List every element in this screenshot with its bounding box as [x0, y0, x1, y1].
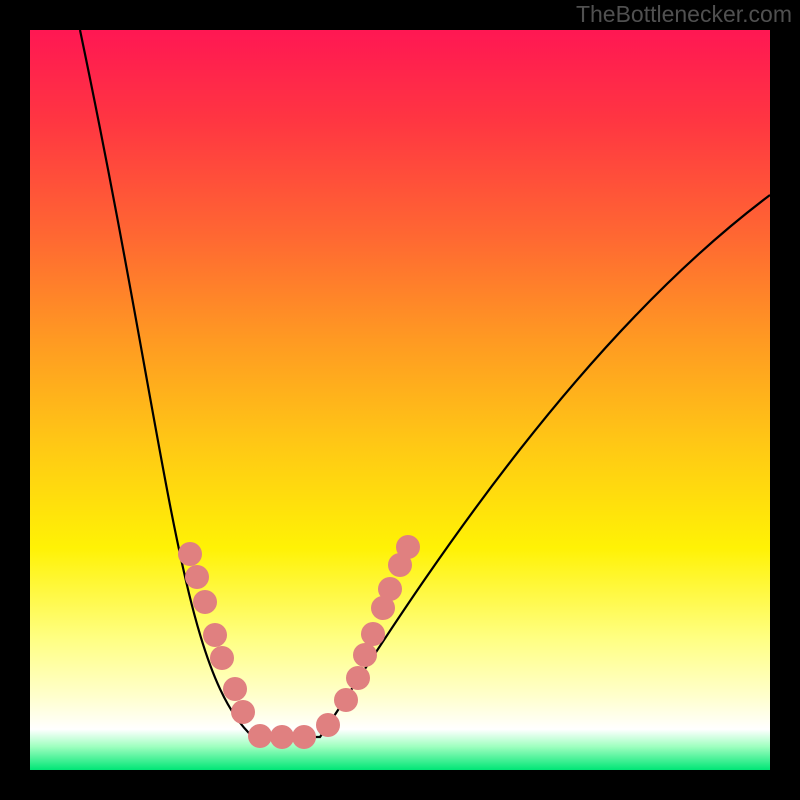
curve-marker — [270, 725, 294, 749]
curve-marker — [223, 677, 247, 701]
curve-marker — [193, 590, 217, 614]
plot-area — [30, 30, 770, 770]
curve-marker — [316, 713, 340, 737]
curve-marker — [378, 577, 402, 601]
chart-frame: TheBottlenecker.com — [0, 0, 800, 800]
curve-marker — [396, 535, 420, 559]
curve-marker — [292, 725, 316, 749]
curve-marker — [231, 700, 255, 724]
curve-marker — [334, 688, 358, 712]
curve-marker — [353, 643, 377, 667]
curve-marker — [203, 623, 227, 647]
curve-marker — [248, 724, 272, 748]
curve-marker — [178, 542, 202, 566]
curve-marker — [210, 646, 234, 670]
curve-marker — [346, 666, 370, 690]
curve-marker — [185, 565, 209, 589]
bottleneck-curve — [30, 30, 770, 770]
watermark-text: TheBottlenecker.com — [576, 1, 792, 28]
curve-marker — [361, 622, 385, 646]
